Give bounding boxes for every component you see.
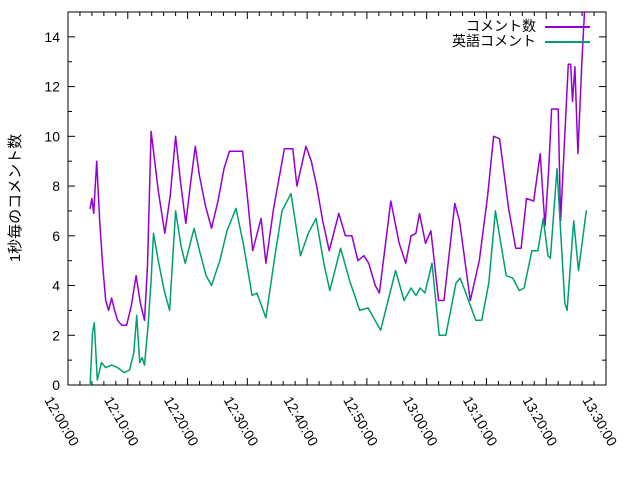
legend-item-comment-count: コメント数 [466, 19, 590, 34]
series-line-comment-count [89, 11, 588, 327]
x-tick-label: 12:50:00 [340, 394, 381, 449]
y-tick-label: 4 [52, 278, 60, 294]
y-tick-label: 8 [52, 178, 60, 194]
plot-border [67, 11, 607, 386]
y-tick-label: 2 [52, 327, 60, 343]
x-tick-label: 13:20:00 [520, 394, 561, 449]
y-tick-label: 12 [44, 79, 60, 95]
y-tick-label: 14 [44, 29, 60, 45]
x-tick-label: 12:30:00 [221, 394, 262, 449]
legend-label-english-comments: 英語コメント [452, 33, 536, 49]
legend-item-english-comments: 英語コメント [452, 34, 590, 49]
x-tick-label: 12:10:00 [101, 394, 142, 449]
y-axis-title: 1秒毎のコメント数 [7, 134, 24, 262]
y-tick-label: 6 [52, 228, 60, 244]
legend-label-comment-count: コメント数 [466, 18, 536, 34]
x-tick-label: 12:40:00 [281, 394, 322, 449]
legend-line-sample-english-comments [545, 40, 590, 43]
x-tick-label: 12:00:00 [41, 394, 82, 449]
x-tick-label: 12:20:00 [161, 394, 202, 449]
series-line-english-comments [89, 167, 588, 386]
y-tick-label: 0 [52, 377, 60, 393]
x-tick-label: 13:00:00 [400, 394, 441, 449]
y-tick-label: 10 [44, 128, 60, 144]
x-tick-label: 13:30:00 [579, 394, 620, 449]
legend-line-sample-comment-count [545, 25, 590, 28]
x-tick-label: 13:10:00 [460, 394, 501, 449]
